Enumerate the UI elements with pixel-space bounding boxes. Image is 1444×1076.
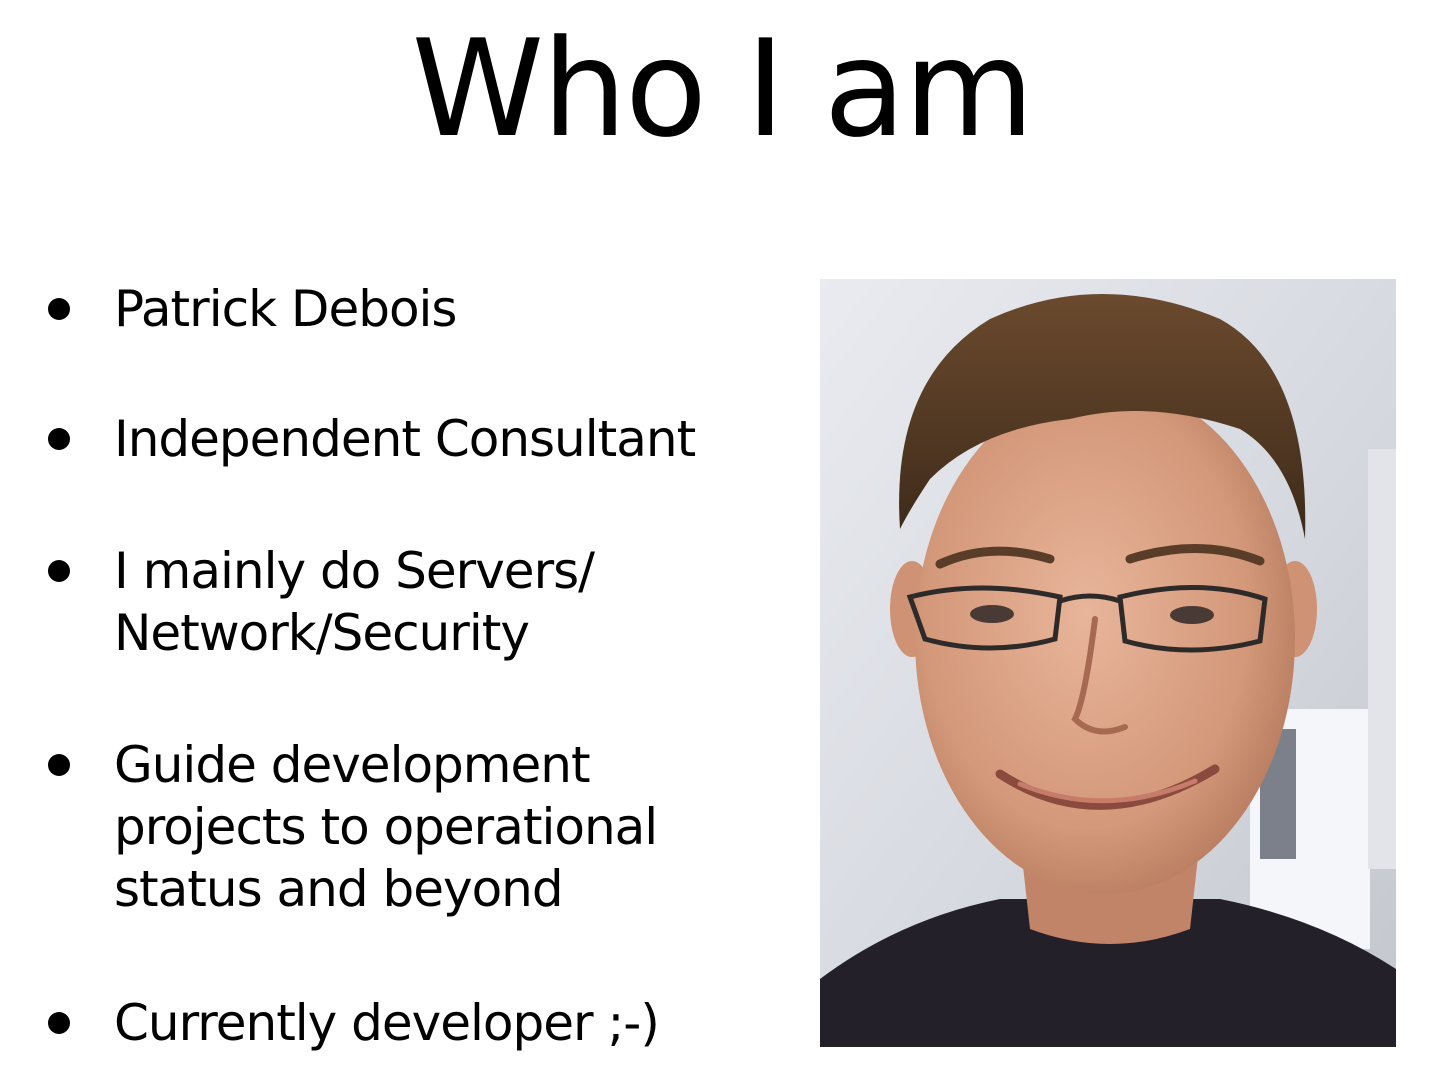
portrait-photo	[820, 279, 1396, 1047]
bullet-line: Network/Security	[114, 604, 530, 662]
bullet-line: Guide development	[114, 736, 591, 794]
bullet-dot-icon	[48, 560, 70, 582]
bullet-dot-icon	[48, 428, 70, 450]
bullet-line: Currently developer ;-)	[114, 994, 660, 1052]
bullet-line: projects to operational	[114, 798, 658, 856]
bullet-dot-icon	[48, 298, 70, 320]
bullet-line: status and beyond	[114, 860, 564, 918]
bullet-text: Currently developer ;-)	[114, 992, 764, 1054]
bullet-dot-icon	[48, 1012, 70, 1034]
bullet-text: Patrick Debois	[114, 278, 764, 340]
bullet-text: Guide development projects to operationa…	[114, 734, 764, 920]
bullet-line: Independent Consultant	[114, 410, 696, 468]
bullet-dot-icon	[48, 754, 70, 776]
bullet-line: I mainly do Servers/	[114, 542, 595, 600]
bullet-text: I mainly do Servers/ Network/Security	[114, 540, 764, 664]
bullet-line: Patrick Debois	[114, 280, 457, 338]
bullet-list: Patrick Debois Independent Consultant I …	[48, 278, 764, 1054]
bullet-text: Independent Consultant	[114, 408, 764, 470]
slide-title: Who I am	[411, 11, 1035, 167]
portrait-photo-icon	[820, 279, 1396, 1047]
